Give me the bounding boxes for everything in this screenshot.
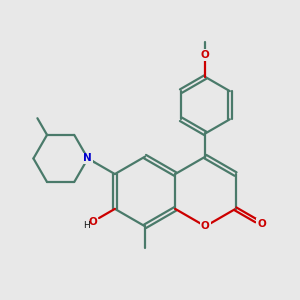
Text: O: O (257, 219, 266, 229)
Text: O: O (201, 50, 210, 60)
Text: H: H (83, 221, 90, 230)
Text: N: N (83, 154, 92, 164)
Text: O: O (88, 217, 97, 227)
Text: O: O (201, 221, 210, 231)
